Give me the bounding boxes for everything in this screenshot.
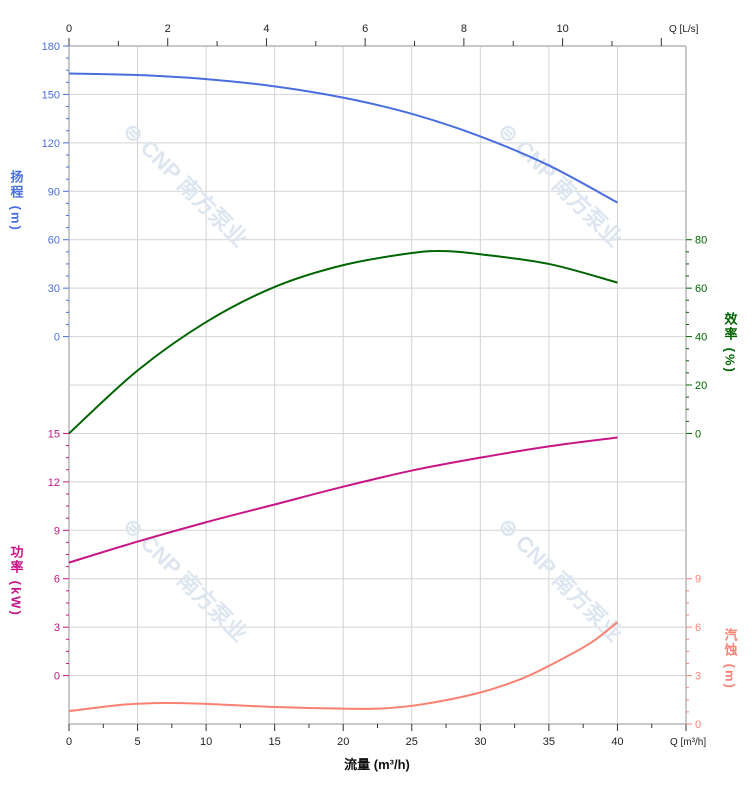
- top-tick-label: 10: [556, 23, 568, 35]
- y-tick-label: 60: [48, 235, 60, 247]
- y-tick-label: 150: [42, 89, 60, 101]
- y-tick-label: 6: [54, 574, 60, 586]
- y-tick-label: 0: [54, 671, 60, 683]
- top-tick-label: 0: [66, 23, 72, 35]
- y-tick-label: 20: [695, 380, 707, 392]
- y-tick-label: 12: [48, 477, 60, 489]
- x-tick-label: 30: [474, 736, 486, 748]
- x-unit-label: Q [m³/h]: [670, 737, 706, 748]
- x-tick-label: 40: [611, 736, 623, 748]
- y-tick-label: 6: [695, 622, 701, 634]
- x-tick-label: 25: [406, 736, 418, 748]
- series-line-1: [68, 249, 618, 435]
- x-tick-label: 15: [269, 736, 281, 748]
- top-tick-label: 6: [362, 23, 368, 35]
- y-tick-label: 3: [695, 671, 701, 683]
- series-line-0: [68, 72, 618, 204]
- y-axis-title-3: 汽蚀 (m): [723, 627, 739, 689]
- x-tick-label: 10: [200, 736, 212, 748]
- watermark-logo: ⊜ CNP 南方泵业: [493, 513, 627, 647]
- top-unit-label: Q [L/s]: [669, 24, 699, 35]
- y-tick-label: 80: [695, 235, 707, 247]
- y-axis-title-0: 扬程 (m): [9, 169, 24, 231]
- y-tick-label: 90: [48, 186, 60, 198]
- watermark-logo: ⊜ CNP 南方泵业: [118, 513, 252, 647]
- top-tick-label: 4: [263, 23, 269, 35]
- y-tick-label: 9: [54, 525, 60, 537]
- y-tick-label: 30: [48, 283, 60, 295]
- x-tick-label: 0: [66, 736, 72, 748]
- x-axis-title: 流量 (m³/h): [344, 757, 410, 772]
- y-tick-label: 0: [695, 719, 701, 731]
- y-tick-label: 120: [42, 138, 60, 150]
- y-axis-title-1: 效率 (%): [723, 311, 738, 373]
- y-tick-label: 0: [695, 428, 701, 440]
- watermark-logo: ⊜ CNP 南方泵业: [493, 118, 627, 252]
- y-axis-title-2: 功率 (kW): [9, 545, 24, 617]
- y-tick-label: 40: [695, 332, 707, 344]
- series-line-2: [68, 436, 618, 564]
- watermark-logo: ⊜ CNP 南方泵业: [118, 118, 252, 252]
- y-tick-label: 9: [695, 574, 701, 586]
- y-tick-label: 15: [48, 428, 60, 440]
- x-tick-label: 5: [134, 736, 140, 748]
- x-tick-label: 35: [543, 736, 555, 748]
- top-tick-label: 2: [165, 23, 171, 35]
- series-line-3: [68, 621, 619, 713]
- top-tick-label: 8: [461, 23, 467, 35]
- y-tick-label: 3: [54, 622, 60, 634]
- x-tick-label: 20: [337, 736, 349, 748]
- y-tick-label: 0: [54, 332, 60, 344]
- y-tick-label: 60: [695, 283, 707, 295]
- y-tick-label: 180: [42, 41, 60, 53]
